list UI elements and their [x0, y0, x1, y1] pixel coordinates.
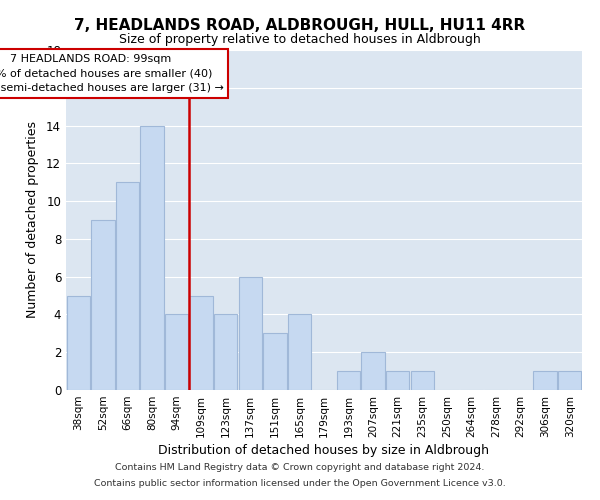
Bar — [288, 314, 311, 390]
Bar — [263, 334, 287, 390]
Bar — [533, 371, 557, 390]
Bar — [361, 352, 385, 390]
Bar — [140, 126, 164, 390]
Bar — [165, 314, 188, 390]
Text: Size of property relative to detached houses in Aldbrough: Size of property relative to detached ho… — [119, 32, 481, 46]
Bar — [190, 296, 213, 390]
Text: Contains HM Land Registry data © Crown copyright and database right 2024.: Contains HM Land Registry data © Crown c… — [115, 464, 485, 472]
Bar — [558, 371, 581, 390]
Bar — [67, 296, 90, 390]
Bar — [337, 371, 360, 390]
Bar — [410, 371, 434, 390]
Text: Contains public sector information licensed under the Open Government Licence v3: Contains public sector information licen… — [94, 478, 506, 488]
Bar — [116, 182, 139, 390]
Text: 7, HEADLANDS ROAD, ALDBROUGH, HULL, HU11 4RR: 7, HEADLANDS ROAD, ALDBROUGH, HULL, HU11… — [74, 18, 526, 32]
Bar — [386, 371, 409, 390]
Y-axis label: Number of detached properties: Number of detached properties — [26, 122, 39, 318]
Bar — [239, 276, 262, 390]
Text: 7 HEADLANDS ROAD: 99sqm
← 56% of detached houses are smaller (40)
44% of semi-de: 7 HEADLANDS ROAD: 99sqm ← 56% of detache… — [0, 54, 224, 94]
X-axis label: Distribution of detached houses by size in Aldbrough: Distribution of detached houses by size … — [158, 444, 490, 457]
Bar — [214, 314, 238, 390]
Bar — [91, 220, 115, 390]
